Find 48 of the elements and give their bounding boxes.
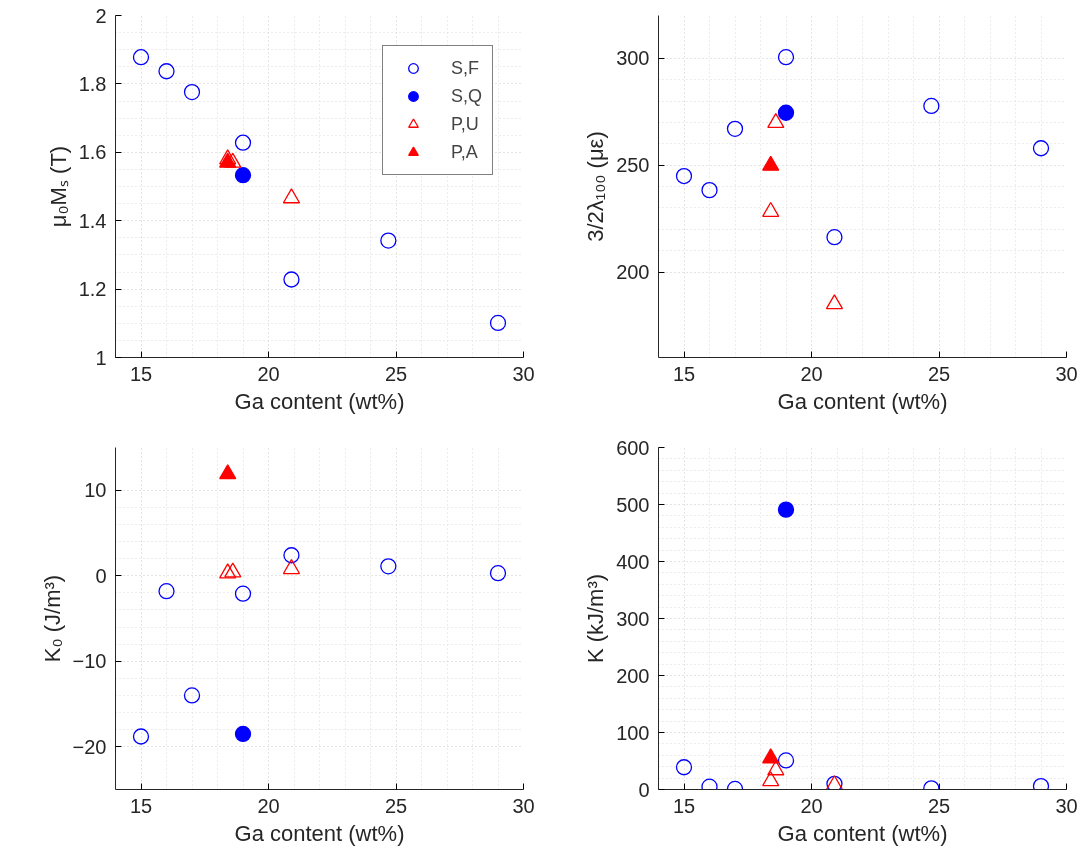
x-tick-label: 20	[800, 362, 823, 385]
x-tick-label: 30	[512, 794, 535, 817]
y-tick-label: 500	[616, 493, 650, 516]
x-tick-label: 15	[129, 362, 153, 385]
y-tick-label: 200	[616, 261, 650, 283]
legend-label: S,F	[450, 57, 479, 79]
legend-label: P,U	[450, 113, 479, 135]
y-tick-label: −20	[72, 735, 107, 758]
x-tick-label: 25	[927, 362, 951, 385]
y-tick-label: 1.6	[78, 141, 107, 164]
x-tick-label: 20	[257, 362, 280, 385]
x-tick-label: 15	[129, 794, 153, 817]
y-tick-label: 600	[616, 436, 650, 459]
y-axis-title: μ₀Mₛ (T)	[45, 145, 71, 228]
y-tick-label: −10	[72, 650, 107, 673]
y-tick-label: 100	[616, 721, 650, 744]
x-tick-label: 20	[800, 794, 823, 817]
y-tick-label: 400	[616, 550, 650, 573]
x-tick-label: 20	[257, 794, 280, 817]
x-axis-title: Ga content (wt%)	[234, 820, 405, 846]
x-tick-label: 30	[1055, 362, 1078, 385]
x-axis-title: Ga content (wt%)	[777, 820, 948, 846]
y-tick-label: 1	[95, 346, 107, 369]
x-tick-label: 25	[384, 794, 408, 817]
x-axis-title: Ga content (wt%)	[777, 388, 948, 414]
y-tick-label: 0	[95, 564, 107, 587]
y-tick-label: 1.4	[78, 209, 107, 232]
y-tick-label: 0	[638, 778, 650, 801]
x-tick-label: 15	[672, 794, 696, 817]
x-tick-label: 25	[927, 794, 951, 817]
y-tick-label: 1.8	[78, 72, 107, 95]
x-axis-title: Ga content (wt%)	[234, 388, 405, 414]
x-tick-label: 25	[384, 362, 408, 385]
y-axis-title: K₀ (J/m³)	[39, 574, 65, 663]
x-tick-label: 30	[512, 362, 535, 385]
y-axis-title: K (kJ/m³)	[583, 573, 609, 664]
x-tick-label: 30	[1055, 794, 1078, 817]
y-tick-label: 2	[95, 4, 107, 27]
y-axis-title: 3/2λ₁₀₀ (με)	[583, 131, 609, 242]
y-tick-label: 200	[616, 664, 650, 687]
y-tick-label: 1.2	[78, 278, 107, 301]
y-tick-label: 300	[616, 607, 650, 630]
legend-label: P,A	[450, 141, 478, 163]
y-tick-label: 300	[616, 47, 650, 70]
y-tick-label: 250	[616, 154, 650, 177]
x-tick-label: 15	[672, 362, 696, 385]
y-tick-label: 10	[84, 479, 107, 502]
legend-label: S,Q	[450, 85, 482, 107]
